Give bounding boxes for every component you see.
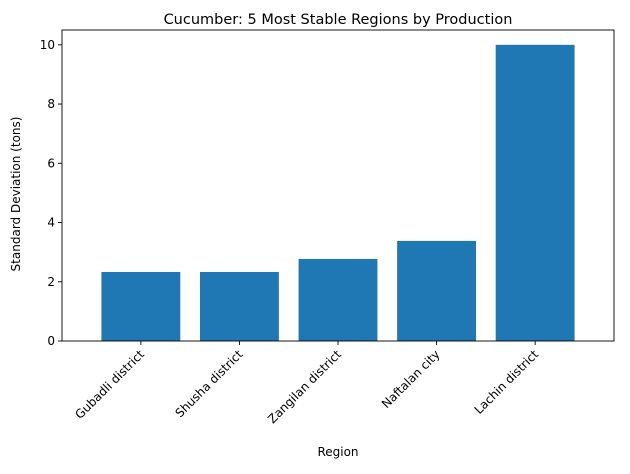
bars-group	[101, 44, 575, 342]
bar	[298, 258, 378, 341]
bar	[397, 240, 476, 341]
y-tick-label: 0	[47, 334, 55, 348]
y-axis-label: Standard Deviation (tons)	[9, 117, 23, 272]
plot-frame	[61, 29, 615, 342]
x-tick-label: Zangilan district	[265, 347, 344, 426]
x-tick-label: Shusha district	[172, 347, 245, 420]
y-axis-ticks: 0 2 4 6 8 10	[40, 38, 62, 348]
x-axis-ticks: Gubadli district Shusha district Zangilan …	[72, 341, 541, 426]
bar	[200, 271, 279, 341]
bar	[495, 44, 575, 342]
x-tick-label: Lachin district	[472, 347, 542, 417]
bar	[101, 271, 181, 341]
y-tick-label: 10	[40, 38, 55, 52]
y-tick-label: 6	[47, 156, 55, 170]
y-tick-label: 8	[47, 97, 55, 111]
x-tick-label: Gubadli district	[72, 347, 147, 422]
y-tick-label: 2	[47, 275, 55, 289]
x-axis-label: Region	[317, 445, 358, 459]
y-tick-label: 4	[47, 216, 55, 230]
chart-title: Cucumber: 5 Most Stable Regions by Produ…	[164, 12, 513, 28]
x-tick-label: Naftalan city	[379, 347, 443, 411]
